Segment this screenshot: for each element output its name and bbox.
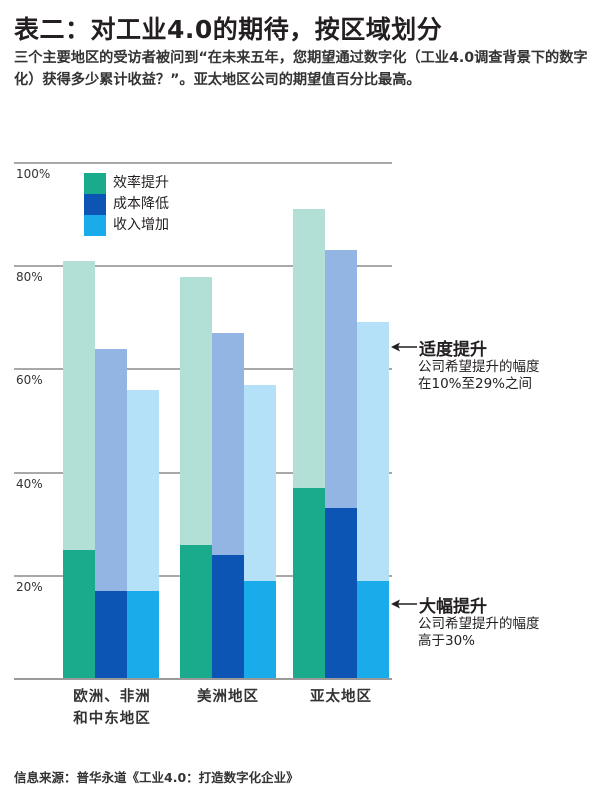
y-tick-100: 100% <box>16 167 51 181</box>
bar-apac-revenue <box>357 322 389 679</box>
gridline-80 <box>14 265 392 267</box>
annotation-moderate: 适度提升 公司希望提升的幅度 在10%至29%之间 <box>391 335 540 393</box>
legend-item-revenue: 收入增加 <box>84 215 169 236</box>
bar-segment-large <box>244 581 276 679</box>
bar-segment-large <box>357 581 389 679</box>
chart-subtitle: 三个主要地区的受访者被问到“在未来五年，您期望通过数字化（工业4.0调查背景下的… <box>14 50 588 88</box>
y-tick-60: 60% <box>16 373 43 387</box>
bar-segment-large <box>325 508 357 679</box>
y-tick-20: 20% <box>16 580 43 594</box>
x-category-emea: 欧洲、非洲 和中东地区 <box>58 686 166 730</box>
legend-label: 收入增加 <box>113 217 169 233</box>
bar-apac-efficiency <box>293 209 325 679</box>
bar-segment-large <box>212 555 244 679</box>
annotation-line2: 高于30% <box>418 633 476 649</box>
category-label-line1: 欧洲、非洲 <box>73 689 151 705</box>
arrow-left-icon <box>391 599 417 609</box>
category-label-line2: 和中东地区 <box>73 711 151 727</box>
legend-item-efficiency: 效率提升 <box>84 173 169 194</box>
bar-segment-large <box>95 591 127 679</box>
legend: 效率提升 成本降低 收入增加 <box>84 173 169 236</box>
bar-americas-efficiency <box>180 277 212 679</box>
annotation-large: 大幅提升 公司希望提升的幅度 高于30% <box>391 592 540 650</box>
bar-americas-revenue <box>244 385 276 679</box>
legend-swatch-efficiency <box>84 173 106 194</box>
bar-emea-cost <box>95 349 127 679</box>
annotation-title: 大幅提升 <box>419 596 487 617</box>
bar-emea-revenue <box>127 390 159 679</box>
bar-segment-large <box>127 591 159 679</box>
bar-segment-large <box>293 488 325 679</box>
category-label-line1: 亚太地区 <box>310 689 372 705</box>
y-tick-40: 40% <box>16 477 43 491</box>
chart-title: 表二：对工业4.0的期待，按区域划分 <box>14 15 443 44</box>
bar-emea-efficiency <box>63 261 95 679</box>
legend-item-cost: 成本降低 <box>84 194 169 215</box>
y-tick-80: 80% <box>16 270 43 284</box>
legend-swatch-cost <box>84 194 106 215</box>
annotation-line1: 公司希望提升的幅度 <box>418 359 540 375</box>
arrow-left-icon <box>391 342 417 352</box>
annotation-title: 适度提升 <box>419 339 487 360</box>
gridline-100 <box>14 162 392 164</box>
annotation-line2: 在10%至29%之间 <box>418 376 533 392</box>
x-category-americas: 美洲地区 <box>175 686 281 708</box>
bar-americas-cost <box>212 333 244 679</box>
legend-label: 效率提升 <box>113 175 169 191</box>
x-category-apac: 亚太地区 <box>288 686 394 708</box>
x-axis-baseline <box>14 678 392 680</box>
bar-segment-large <box>180 545 212 679</box>
legend-swatch-revenue <box>84 215 106 236</box>
category-label-line1: 美洲地区 <box>197 689 259 705</box>
bar-segment-large <box>63 550 95 679</box>
source-note: 信息来源：普华永道《工业4.0：打造数字化企业》 <box>14 770 299 785</box>
annotation-line1: 公司希望提升的幅度 <box>418 616 540 632</box>
legend-label: 成本降低 <box>113 196 169 212</box>
bar-apac-cost <box>325 250 357 679</box>
